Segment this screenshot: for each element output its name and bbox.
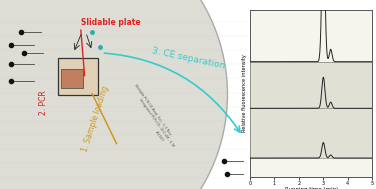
Text: 1. Sample loading: 1. Sample loading xyxy=(81,85,111,153)
Polygon shape xyxy=(250,62,372,108)
Text: Slidable plate: Slidable plate xyxy=(81,18,141,27)
X-axis label: Running time (min): Running time (min) xyxy=(285,187,338,189)
Polygon shape xyxy=(250,108,372,158)
Y-axis label: Relative fluorescence intensity: Relative fluorescence intensity xyxy=(242,55,247,132)
Text: 2. PCR: 2. PCR xyxy=(39,91,48,115)
Ellipse shape xyxy=(0,0,227,189)
Text: 3. CE separation: 3. CE separation xyxy=(151,46,225,71)
FancyBboxPatch shape xyxy=(58,58,98,94)
Text: Slidable PCR-CE Anal. Sci., 1-3 Nos.: Slidable PCR-CE Anal. Sci., 1-3 Nos. xyxy=(133,83,172,136)
Text: Integrated PCR-CE, 100 nM - 1 M: Integrated PCR-CE, 100 nM - 1 M xyxy=(138,98,174,148)
Text: A-1507: A-1507 xyxy=(155,130,165,142)
FancyBboxPatch shape xyxy=(61,69,83,88)
